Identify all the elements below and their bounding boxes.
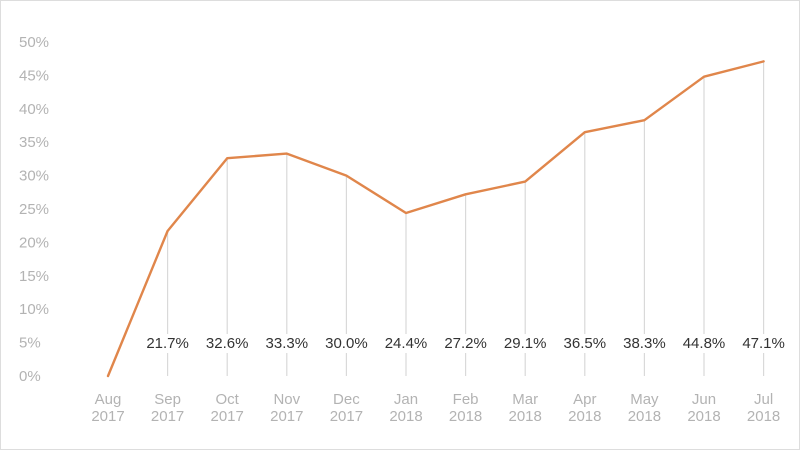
y-tick-label: 10%	[19, 301, 49, 318]
x-tick-label-year: 2017	[151, 408, 184, 425]
x-tick-label-month: Aug	[95, 391, 122, 408]
data-label: 44.8%	[683, 335, 726, 352]
data-label-background	[144, 334, 191, 353]
x-tick-label-year: 2017	[211, 408, 244, 425]
y-tick-label: 30%	[19, 168, 49, 185]
y-tick-label: 40%	[19, 101, 49, 118]
y-tick-label: 25%	[19, 201, 49, 218]
y-tick-label: 20%	[19, 234, 49, 251]
x-tick-label-month: May	[630, 391, 659, 408]
x-tick-label-year: 2017	[270, 408, 303, 425]
x-tick-label-month: Dec	[333, 391, 360, 408]
data-label: 30.0%	[325, 335, 368, 352]
y-tick-label: 35%	[19, 134, 49, 151]
data-label: 47.1%	[742, 335, 785, 352]
data-label-background	[680, 334, 728, 353]
data-label-background	[203, 334, 251, 353]
x-tick-label-month: Jun	[692, 391, 716, 408]
data-label-background	[501, 334, 549, 353]
x-tick-label-month: Nov	[273, 391, 300, 408]
data-label: 29.1%	[504, 335, 547, 352]
x-tick-label-month: Mar	[512, 391, 538, 408]
y-tick-label: 15%	[19, 268, 49, 285]
data-label-background	[442, 334, 489, 353]
series-line	[106, 60, 765, 378]
x-tick-label-year: 2018	[687, 408, 720, 425]
x-tick-label-year: 2017	[91, 408, 124, 425]
x-tick-label-month: Feb	[453, 391, 479, 408]
data-label: 21.7%	[146, 335, 189, 352]
x-tick-label-year: 2018	[389, 408, 422, 425]
data-label: 27.2%	[444, 335, 487, 352]
data-label: 38.3%	[623, 335, 666, 352]
y-tick-label: 50%	[19, 34, 49, 51]
data-label-background	[323, 334, 370, 353]
data-label: 24.4%	[385, 335, 428, 352]
y-tick-label: 0%	[19, 368, 41, 385]
data-label-background	[561, 334, 609, 353]
data-label-background	[382, 334, 430, 353]
data-label: 32.6%	[206, 335, 249, 352]
x-tick-label-year: 2018	[628, 408, 661, 425]
x-tick-label-month: Jul	[754, 391, 773, 408]
x-tick-label-month: Jan	[394, 391, 418, 408]
x-tick-label-month: Sep	[154, 391, 181, 408]
x-tick-label-month: Apr	[573, 391, 596, 408]
x-tick-label-year: 2018	[449, 408, 482, 425]
data-label-background	[740, 334, 787, 353]
data-label: 33.3%	[266, 335, 309, 352]
x-tick-label-year: 2018	[568, 408, 601, 425]
y-tick-label: 45%	[19, 67, 49, 84]
data-label-background	[621, 334, 668, 353]
x-tick-label-month: Oct	[216, 391, 240, 408]
x-tick-label-year: 2017	[330, 408, 363, 425]
data-label: 36.5%	[564, 335, 607, 352]
x-tick-label-year: 2018	[747, 408, 780, 425]
x-tick-label-year: 2018	[509, 408, 542, 425]
data-label-background	[263, 334, 311, 353]
y-tick-label: 5%	[19, 335, 41, 352]
